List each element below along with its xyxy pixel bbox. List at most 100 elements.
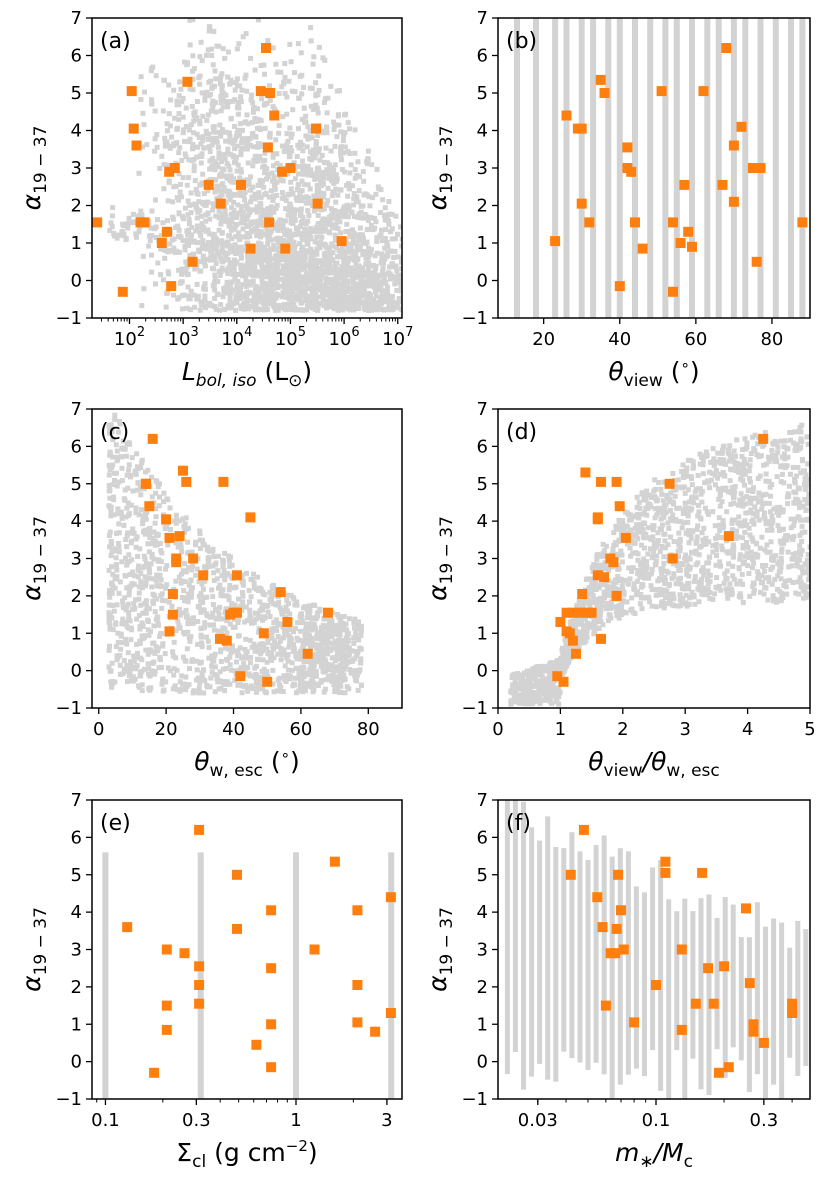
model-point xyxy=(226,99,232,105)
model-point xyxy=(176,171,182,177)
model-point xyxy=(393,263,399,269)
observed-point xyxy=(164,626,175,637)
model-point xyxy=(323,243,329,249)
model-point xyxy=(178,86,184,92)
model-point xyxy=(197,54,203,60)
model-point xyxy=(139,212,145,218)
model-point xyxy=(288,636,294,642)
model-point xyxy=(108,508,114,514)
model-point xyxy=(269,178,275,184)
model-point xyxy=(214,139,220,145)
model-point xyxy=(275,237,281,242)
model-point xyxy=(356,637,362,643)
model-point xyxy=(124,668,130,673)
model-point xyxy=(779,549,785,555)
model-point xyxy=(241,661,247,667)
model-point xyxy=(228,648,234,654)
model-point xyxy=(442,302,447,307)
model-point xyxy=(154,596,160,602)
model-point xyxy=(335,612,341,617)
model-point xyxy=(288,592,294,598)
model-point xyxy=(249,194,255,200)
model-point xyxy=(321,191,327,196)
model-point xyxy=(280,652,286,658)
model-point xyxy=(215,144,221,150)
model-point xyxy=(351,202,356,208)
model-point xyxy=(233,154,239,160)
model-point xyxy=(325,217,331,223)
model-point xyxy=(113,555,119,561)
model-point xyxy=(211,653,217,659)
model-point xyxy=(345,246,351,252)
model-point xyxy=(222,550,228,556)
model-point xyxy=(108,538,114,544)
model-point xyxy=(289,294,295,300)
model-point xyxy=(363,213,369,219)
model-point xyxy=(389,264,395,270)
model-point xyxy=(209,142,215,148)
model-point xyxy=(654,540,660,546)
model-point xyxy=(114,530,119,536)
model-point xyxy=(355,257,361,263)
model-point xyxy=(290,683,296,689)
observed-point xyxy=(275,587,286,598)
model-point xyxy=(229,267,235,273)
model-point xyxy=(370,270,376,276)
model-point xyxy=(380,269,385,275)
model-point xyxy=(335,192,341,198)
model-point xyxy=(295,651,301,657)
model-point xyxy=(305,163,311,169)
model-point xyxy=(197,528,203,534)
model-point xyxy=(220,104,226,110)
model-point xyxy=(170,199,176,205)
model-point xyxy=(155,217,160,223)
model-point xyxy=(216,268,222,274)
model-point xyxy=(110,454,116,460)
model-point xyxy=(117,421,123,427)
observed-point xyxy=(277,166,288,177)
model-point xyxy=(338,269,344,275)
model-point xyxy=(300,171,306,177)
model-point xyxy=(227,283,233,289)
model-point xyxy=(190,142,196,147)
model-point xyxy=(313,669,319,674)
model-point xyxy=(389,304,394,310)
model-point xyxy=(324,252,330,258)
model-point xyxy=(291,207,297,213)
model-point xyxy=(417,274,422,279)
model-point xyxy=(146,575,152,581)
model-point xyxy=(402,240,407,245)
model-point xyxy=(322,256,328,262)
model-point xyxy=(272,106,278,112)
model-point xyxy=(199,213,204,219)
model-point xyxy=(111,230,117,236)
model-point xyxy=(120,616,126,622)
model-point xyxy=(230,625,236,630)
model-point xyxy=(221,185,227,191)
model-point xyxy=(261,62,267,68)
model-point xyxy=(309,258,315,264)
model-point xyxy=(232,242,238,248)
model-point xyxy=(200,113,206,119)
model-point xyxy=(153,197,158,203)
model-point xyxy=(142,583,148,589)
model-point xyxy=(410,294,415,299)
model-point xyxy=(193,204,199,210)
model-point xyxy=(373,219,379,225)
model-point xyxy=(292,243,298,249)
model-point xyxy=(219,589,225,595)
model-point xyxy=(261,184,267,190)
model-point xyxy=(321,216,327,222)
model-point xyxy=(213,616,219,622)
model-point xyxy=(106,602,112,608)
model-point xyxy=(196,593,202,599)
model-point xyxy=(269,635,275,641)
model-point xyxy=(264,176,269,182)
model-point xyxy=(317,178,323,184)
model-point xyxy=(275,634,281,639)
model-point xyxy=(358,660,364,666)
model-point xyxy=(188,288,194,294)
model-point xyxy=(379,251,385,257)
model-point xyxy=(233,659,239,665)
